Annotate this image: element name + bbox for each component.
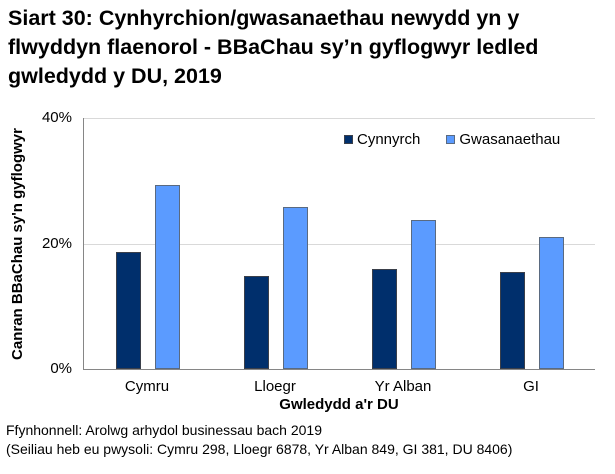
chart-title: Siart 30: Cynhyrchion/gwasanaethau newyd… bbox=[8, 6, 539, 88]
gridline-20 bbox=[83, 244, 595, 245]
bar-lloegr-cynnyrch bbox=[244, 276, 269, 369]
source-note: Ffynhonnell: Arolwg arhydol businessau b… bbox=[6, 421, 512, 459]
x-axis bbox=[83, 369, 595, 370]
bases-text: (Seiliau heb eu pwysoli: Cymru 298, Lloe… bbox=[6, 441, 513, 457]
plot-area bbox=[83, 118, 595, 369]
y-axis bbox=[83, 118, 84, 370]
x-tick-gi: GI bbox=[523, 378, 539, 395]
legend-item-cynnyrch: Cynnyrch bbox=[344, 131, 420, 148]
legend-item-gwasanaethau: Gwasanaethau bbox=[446, 131, 560, 148]
y-tick-20: 20% bbox=[41, 235, 72, 252]
bar-lloegr-gwasanaethau bbox=[283, 207, 308, 369]
source-text: Ffynhonnell: Arolwg arhydol businessau b… bbox=[6, 422, 322, 438]
x-tick-yr-alban: Yr Alban bbox=[374, 378, 432, 395]
bar-yr-alban-gwasanaethau bbox=[411, 220, 436, 369]
legend-label-cynnyrch: Cynnyrch bbox=[357, 131, 421, 148]
legend-swatch-cynnyrch bbox=[344, 135, 353, 144]
x-tick-cymru: Cymru bbox=[124, 378, 170, 395]
legend-swatch-gwasanaethau bbox=[446, 135, 456, 144]
legend-label-gwasanaethau: Gwasanaethau bbox=[459, 131, 561, 148]
bar-gi-cynnyrch bbox=[500, 272, 525, 369]
bar-cymru-gwasanaethau bbox=[155, 185, 180, 369]
gridline-40 bbox=[83, 118, 595, 119]
y-tick-40: 40% bbox=[41, 109, 72, 126]
bar-gi-gwasanaethau bbox=[539, 237, 564, 369]
y-tick-0: 0% bbox=[50, 360, 72, 377]
x-tick-lloegr: Lloegr bbox=[254, 378, 296, 395]
bar-cymru-cynnyrch bbox=[116, 252, 141, 369]
bar-yr-alban-cynnyrch bbox=[372, 269, 397, 369]
x-axis-label: Gwledydd a'r DU bbox=[279, 396, 399, 413]
legend: Cynnyrch Gwasanaethau bbox=[344, 131, 586, 148]
y-axis-label: Canran BBaChau sy'n gyflogwyr bbox=[9, 128, 26, 360]
